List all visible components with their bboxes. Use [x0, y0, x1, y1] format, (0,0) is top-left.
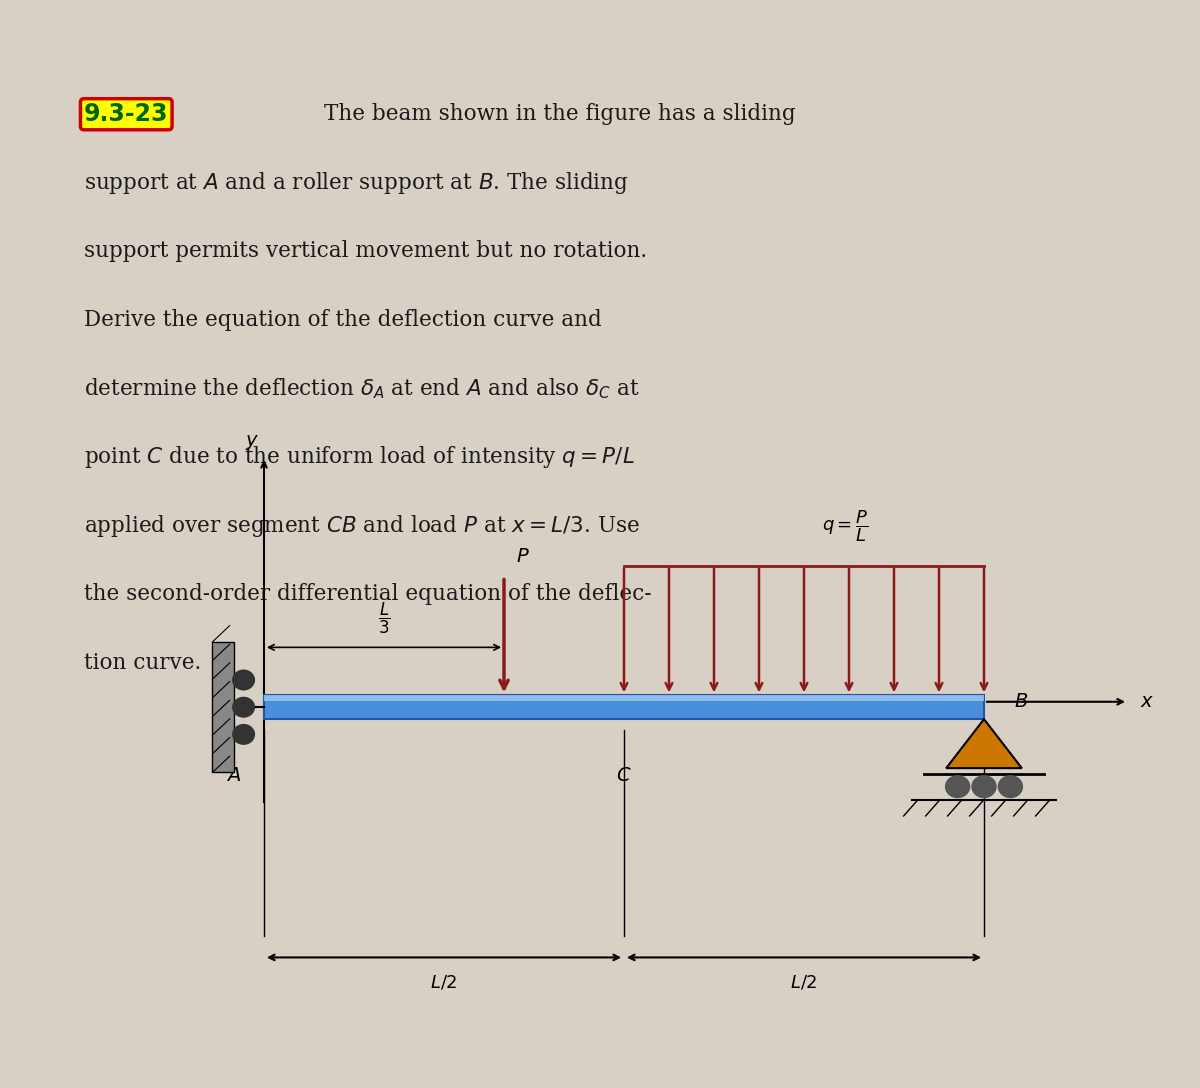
Circle shape	[946, 776, 970, 798]
FancyBboxPatch shape	[264, 695, 984, 719]
Text: $\dfrac{L}{3}$: $\dfrac{L}{3}$	[378, 602, 390, 636]
Text: tion curve.: tion curve.	[84, 652, 202, 673]
Circle shape	[233, 670, 254, 690]
Bar	[212, 642, 234, 772]
Text: $x$: $x$	[1140, 693, 1154, 710]
Polygon shape	[946, 719, 1022, 768]
Text: Derive the equation of the deflection curve and: Derive the equation of the deflection cu…	[84, 309, 601, 331]
Text: support permits vertical movement but no rotation.: support permits vertical movement but no…	[84, 240, 647, 262]
Circle shape	[233, 725, 254, 744]
Text: $B$: $B$	[1014, 693, 1028, 710]
Circle shape	[998, 776, 1022, 798]
FancyBboxPatch shape	[264, 695, 984, 701]
Text: $y$: $y$	[245, 433, 259, 452]
Text: support at $\it{A}$ and a roller support at $\it{B}$. The sliding: support at $\it{A}$ and a roller support…	[84, 170, 629, 196]
Text: $q=\dfrac{P}{L}$: $q=\dfrac{P}{L}$	[822, 508, 869, 544]
Circle shape	[972, 776, 996, 798]
Text: $A$: $A$	[227, 767, 241, 786]
Text: determine the deflection $\delta_A$ at end $\it{A}$ and also $\delta_C$ at: determine the deflection $\delta_A$ at e…	[84, 376, 640, 400]
Text: $L/2$: $L/2$	[791, 974, 817, 992]
Text: the second-order differential equation of the deflec-: the second-order differential equation o…	[84, 583, 652, 605]
Circle shape	[233, 697, 254, 717]
Text: applied over segment $\it{CB}$ and load $\it{P}$ at $x = L/3$. Use: applied over segment $\it{CB}$ and load …	[84, 512, 640, 539]
Text: $L/2$: $L/2$	[431, 974, 457, 992]
Text: point $\it{C}$ due to the uniform load of intensity $q = P/L$: point $\it{C}$ due to the uniform load o…	[84, 444, 635, 470]
Text: $C$: $C$	[617, 767, 631, 786]
Text: 9.3-23: 9.3-23	[84, 102, 168, 126]
Text: $P$: $P$	[516, 547, 529, 566]
Text: The beam shown in the figure has a sliding: The beam shown in the figure has a slidi…	[324, 103, 796, 125]
